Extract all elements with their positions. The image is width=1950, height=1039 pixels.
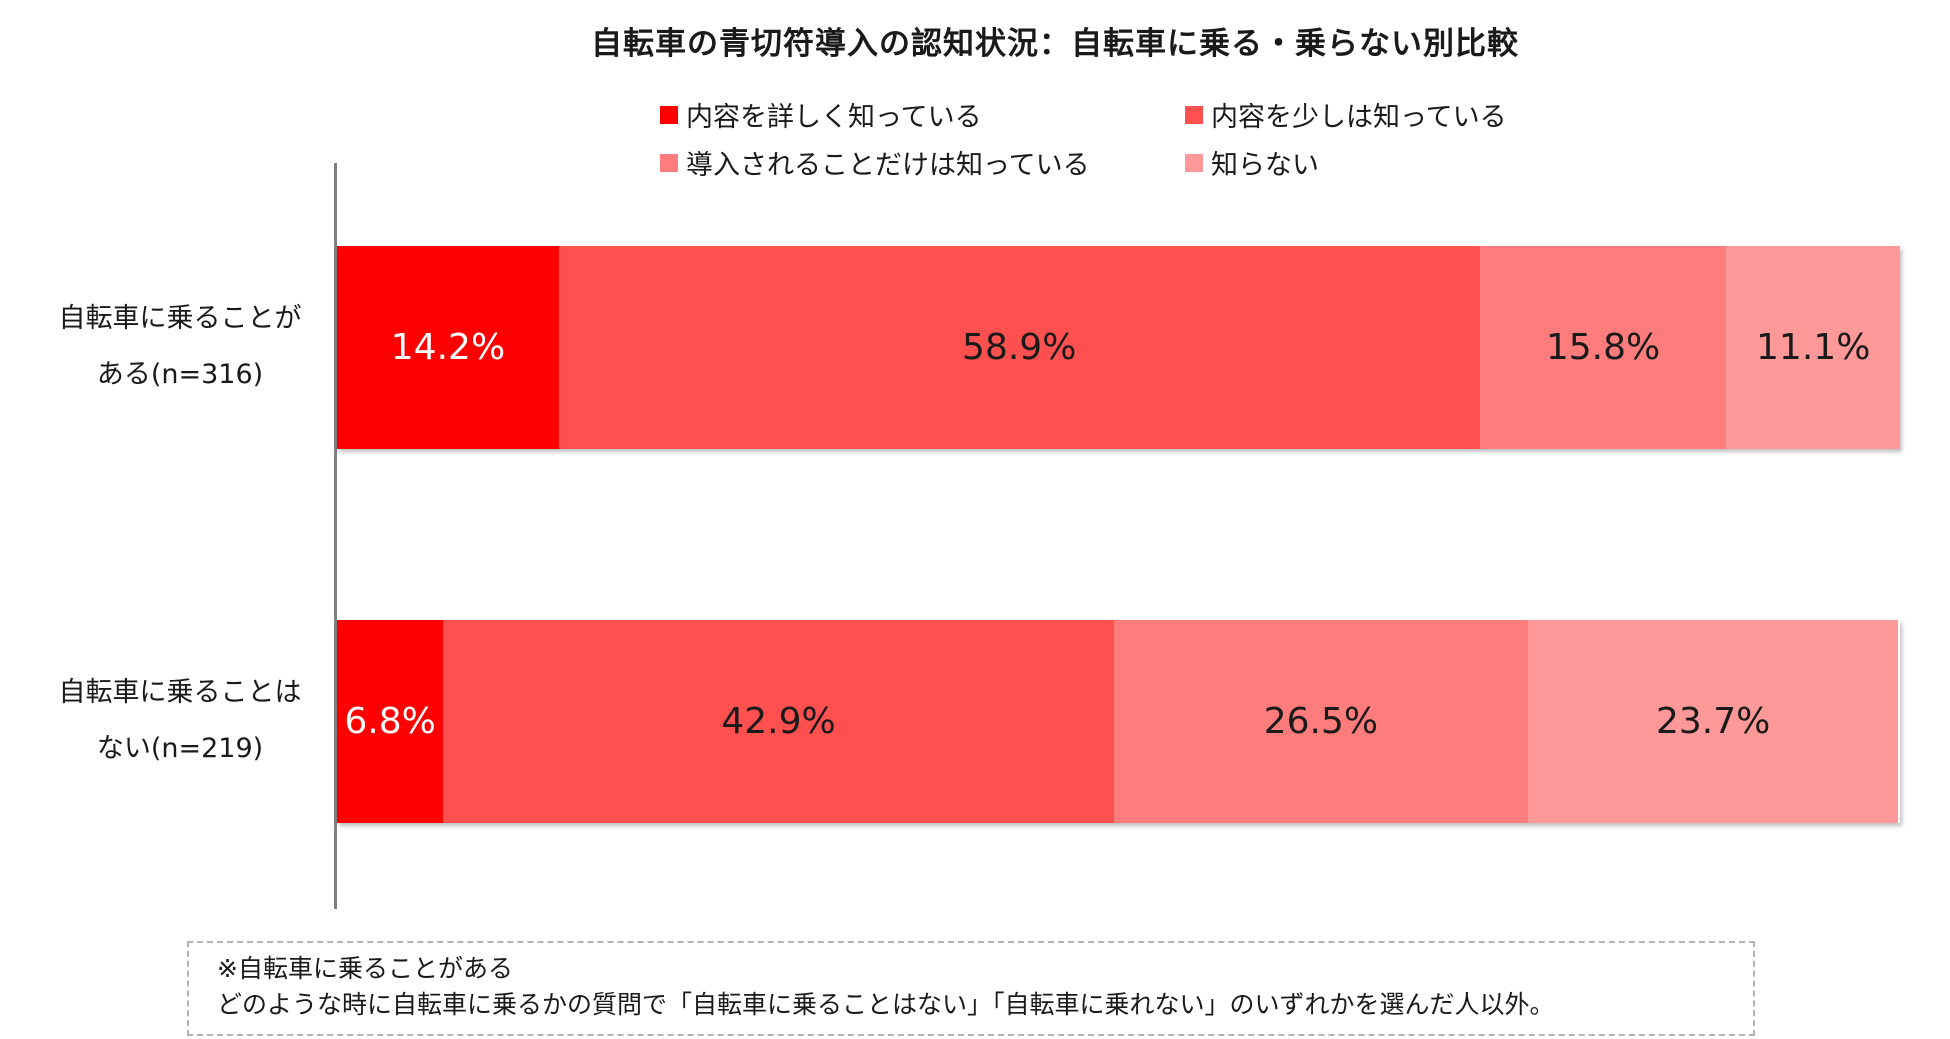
bar-segment-2-2: 42.9% [443,620,1114,823]
stacked-bar-2: 6.8% 42.9% 26.5% 23.7% [337,620,1900,823]
legend-label-3: 導入されることだけは知っている [686,150,1090,181]
bar-segment-2-3: 26.5% [1113,620,1528,823]
bar-segment-2-4: 23.7% [1527,620,1899,823]
category-label-line-1: 自転車に乗ることは [58,677,302,708]
legend-item-3: 導入されることだけは知っている [660,143,1090,182]
y-axis-line [334,163,337,909]
bar-segment-1-1: 14.2% [337,246,559,449]
data-label: 14.2% [390,327,506,368]
bar-segment-1-4: 11.1% [1726,246,1900,449]
legend-swatch-2 [1185,105,1203,124]
data-label: 42.9% [721,701,836,742]
data-label: 23.7% [1656,701,1771,742]
category-label-line-2: ない(n=219) [96,733,264,764]
data-label: 58.9% [962,327,1077,368]
category-label-line-1: 自転車に乗ることが [58,303,302,334]
legend-swatch-4 [1185,153,1203,172]
footnote-box: ※自転車に乗ることがある どのような時に自転車に乗るかの質問で「自転車に乗ること… [187,941,1755,1036]
bar-segment-2-1: 6.8% [337,620,444,823]
category-label-1: 自転車に乗ることが ある(n=316) [40,291,320,403]
legend-label-4: 知らない [1211,150,1319,181]
legend-item-1: 内容を詳しく知っている [660,95,982,134]
category-label-line-2: ある(n=316) [96,359,264,390]
data-label: 15.8% [1545,327,1661,368]
bar-segment-1-2: 58.9% [558,246,1480,449]
footnote-line-1: ※自転車に乗ることがある [217,954,513,983]
bar-segment-1-3: 15.8% [1479,246,1727,449]
legend-label-2: 内容を少しは知っている [1211,102,1507,133]
chart-title: 自転車の青切符導入の認知状況：自転車に乗る・乗らない別比較 [591,26,1519,62]
stacked-bar-1: 14.2% 58.9% 15.8% 11.1% [337,246,1900,449]
data-label: 26.5% [1263,701,1379,742]
category-label-2: 自転車に乗ることは ない(n=219) [40,665,320,777]
legend-swatch-1 [660,105,678,124]
legend-label-1: 内容を詳しく知っている [686,102,982,133]
data-label: 11.1% [1756,327,1871,368]
data-label: 6.8% [344,701,436,742]
legend-item-2: 内容を少しは知っている [1185,95,1507,134]
footnote-line-2: どのような時に自転車に乗るかの質問で「自転車に乗ることはない」「自転車に乗れない… [217,990,1555,1019]
legend-swatch-3 [660,153,678,172]
legend-item-4: 知らない [1185,143,1319,182]
